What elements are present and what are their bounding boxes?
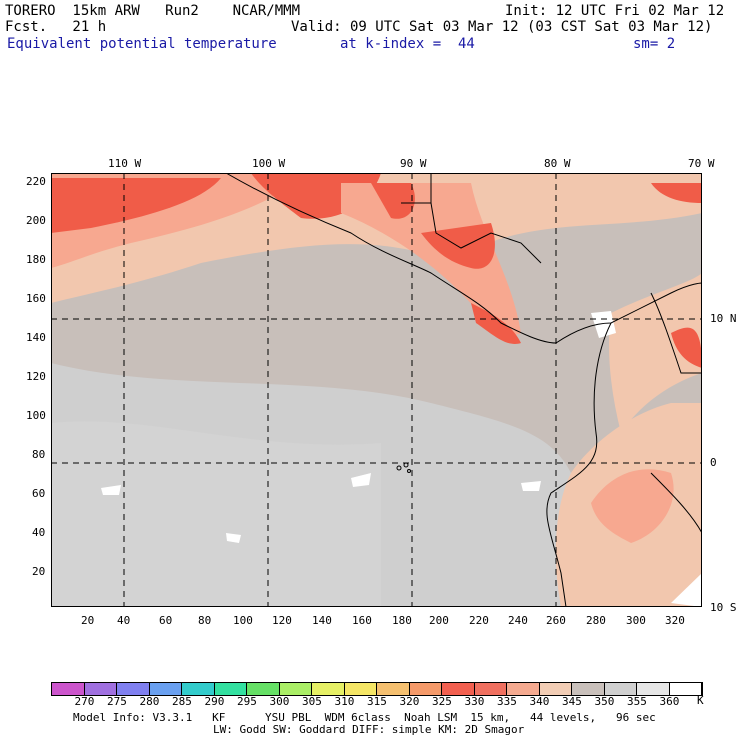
theta-e-map	[51, 173, 702, 607]
colorbar-cell	[474, 683, 507, 695]
forecast-hour: Fcst. 21 h	[5, 19, 107, 35]
y-tick: 160	[26, 292, 46, 305]
x-tick: 260	[546, 614, 566, 627]
x-tick: 320	[665, 614, 685, 627]
colorbar-label: 320	[399, 695, 420, 708]
colorbar-cell	[214, 683, 247, 695]
field-name: Equivalent potential temperature	[7, 36, 277, 52]
colorbar-cell	[604, 683, 637, 695]
lat-label-0: 0	[710, 456, 717, 469]
colorbar-cell	[344, 683, 377, 695]
colorbar-label: 345	[562, 695, 582, 708]
colorbar-cell	[669, 683, 702, 695]
colorbar-label: 340	[529, 695, 550, 708]
colorbar-label: 280	[139, 695, 160, 708]
y-tick: 60	[32, 487, 46, 500]
colorbar-cell	[312, 683, 345, 695]
lat-label-10s: 10 S	[710, 601, 737, 614]
colorbar-cell	[409, 683, 442, 695]
colorbar-label: 350	[594, 695, 615, 708]
colorbar-cell	[52, 683, 85, 695]
colorbar-cell	[637, 683, 670, 695]
colorbar-label: 310	[334, 695, 355, 708]
header-title: TORERO 15km ARW Run2 NCAR/MMM	[5, 3, 301, 19]
x-tick: 40	[117, 614, 131, 627]
x-tick: 60	[159, 614, 173, 627]
colorbar-unit: K	[697, 694, 704, 707]
x-tick: 200	[429, 614, 449, 627]
y-tick: 20	[32, 565, 46, 578]
y-tick: 80	[32, 448, 46, 461]
y-tick: 40	[32, 526, 46, 539]
colorbar-cell	[247, 683, 280, 695]
model-info: Model Info: V3.3.1 KF YSU PBL WDM 6class…	[73, 711, 656, 724]
colorbar-cell	[539, 683, 572, 695]
colorbar-cell	[279, 683, 312, 695]
y-tick: 140	[26, 331, 46, 344]
physics-info: LW: Godd SW: Goddard DIFF: simple KM: 2D…	[213, 723, 525, 736]
lon-label-100w: 100 W	[252, 157, 286, 170]
colorbar-cell	[507, 683, 540, 695]
colorbar-cell	[572, 683, 605, 695]
x-tick: 240	[508, 614, 528, 627]
colorbar-label: 330	[464, 695, 485, 708]
colorbar-cell	[149, 683, 182, 695]
lon-label-80w: 80 W	[544, 157, 571, 170]
y-tick: 180	[26, 253, 46, 266]
x-tick: 20	[81, 614, 95, 627]
y-tick: 200	[26, 214, 46, 227]
y-tick: 100	[26, 409, 46, 422]
x-tick: 80	[198, 614, 212, 627]
colorbar-label: 300	[269, 695, 290, 708]
colorbar-cell	[182, 683, 215, 695]
smoothing: sm= 2	[633, 36, 676, 52]
x-tick: 220	[469, 614, 489, 627]
map-canvas	[51, 173, 702, 607]
lon-label-70w: 70 W	[688, 157, 715, 170]
colorbar-label: 295	[237, 695, 257, 708]
init-time: Init: 12 UTC Fri 02 Mar 12	[505, 3, 725, 19]
lon-label-90w: 90 W	[400, 157, 427, 170]
colorbar-label: 325	[432, 695, 452, 708]
x-tick: 140	[312, 614, 332, 627]
colorbar-label: 270	[74, 695, 95, 708]
colorbar-label: 315	[367, 695, 387, 708]
lat-label-10n: 10 N	[710, 312, 737, 325]
colorbar-label: 285	[172, 695, 192, 708]
colorbar-label: 275	[107, 695, 127, 708]
x-tick: 120	[272, 614, 292, 627]
colorbar	[51, 682, 703, 696]
colorbar-cell	[377, 683, 410, 695]
colorbar-label: 355	[627, 695, 647, 708]
colorbar-label: 360	[659, 695, 680, 708]
x-tick: 280	[586, 614, 606, 627]
colorbar-label: 290	[204, 695, 225, 708]
x-tick: 300	[626, 614, 646, 627]
colorbar-cell	[117, 683, 150, 695]
x-tick: 160	[352, 614, 372, 627]
colorbar-cell	[84, 683, 117, 695]
y-tick: 120	[26, 370, 46, 383]
valid-time: Valid: 09 UTC Sat 03 Mar 12 (03 CST Sat …	[291, 19, 713, 35]
lon-label-110w: 110 W	[108, 157, 142, 170]
k-index: at k-index = 44	[340, 36, 475, 52]
colorbar-label: 305	[302, 695, 322, 708]
x-tick: 100	[233, 614, 253, 627]
colorbar-cell	[442, 683, 475, 695]
y-tick: 220	[26, 175, 46, 188]
x-tick: 180	[392, 614, 412, 627]
colorbar-label: 335	[497, 695, 517, 708]
